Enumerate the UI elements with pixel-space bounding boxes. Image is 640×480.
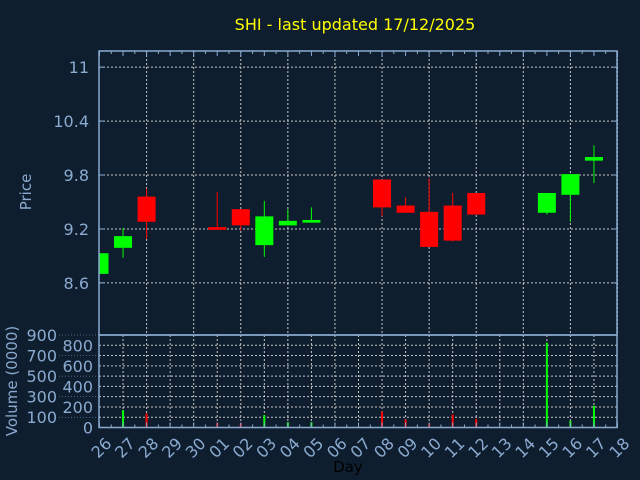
chart-title: SHI - last updated 17/12/2025 xyxy=(235,15,476,34)
candles xyxy=(99,145,603,274)
volume-bar xyxy=(451,414,454,428)
volume-bar xyxy=(545,342,548,428)
candle-body xyxy=(537,193,556,213)
candle-body xyxy=(561,174,580,195)
axes xyxy=(59,50,618,429)
candle-body xyxy=(255,216,274,246)
candle-body xyxy=(114,236,133,248)
volume-tick-label: 800 xyxy=(62,336,93,355)
candle-body xyxy=(396,205,415,213)
y-axis-label: Price xyxy=(17,174,35,211)
volume-tick-label: 0 xyxy=(83,419,93,438)
candle-body xyxy=(373,179,392,208)
y-tick-label: 9.8 xyxy=(64,166,89,185)
volume-bar xyxy=(263,415,266,428)
volume-tick-label: 700 xyxy=(26,347,57,366)
y-tick-label: 9.2 xyxy=(64,220,89,239)
x-axis-label: Day xyxy=(333,458,363,476)
volume-tick-label: 400 xyxy=(62,377,93,396)
volume-tick-label: 500 xyxy=(26,367,57,386)
candle-body xyxy=(137,196,156,222)
volume-tick-label: 200 xyxy=(62,398,93,417)
candle-body xyxy=(302,219,321,223)
y-tick-label: 11 xyxy=(69,58,89,77)
candle-body xyxy=(231,209,250,226)
volume-tick-label: 300 xyxy=(26,388,57,407)
volume-tick-label: 900 xyxy=(26,326,57,345)
candle-body xyxy=(467,193,486,215)
volume-axis-label: Volume (0000) xyxy=(3,326,21,436)
candle-body xyxy=(420,211,439,247)
candle-body xyxy=(443,205,462,241)
volume-bar xyxy=(122,410,125,428)
volume-bar xyxy=(592,405,595,428)
y-tick-label: 8.6 xyxy=(64,274,89,293)
volume-tick-label: 600 xyxy=(62,357,93,376)
volume-bar xyxy=(381,411,384,428)
y-tick-label: 10.4 xyxy=(53,112,89,131)
candle-body xyxy=(99,253,109,274)
candle-body xyxy=(208,227,227,230)
candle-body xyxy=(278,220,297,226)
volume-tick-label: 100 xyxy=(26,408,57,427)
candle-body xyxy=(584,157,603,161)
volume-bar xyxy=(145,413,148,428)
